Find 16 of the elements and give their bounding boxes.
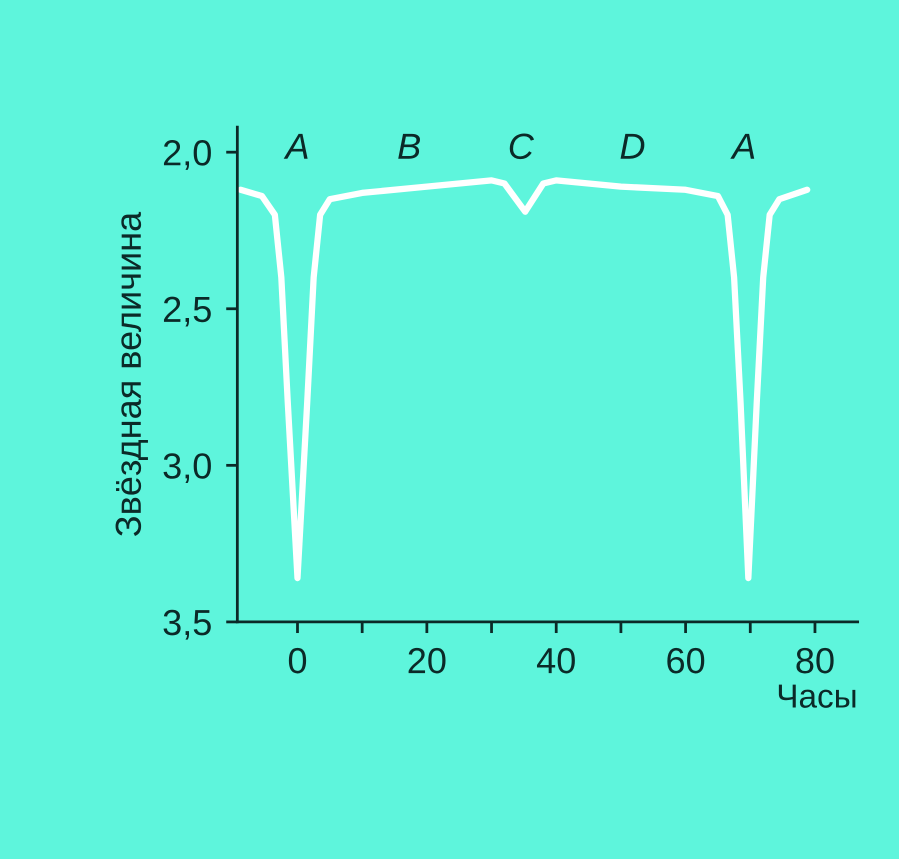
annotation: B <box>398 134 420 159</box>
x-tick-label: 60 <box>667 648 704 674</box>
y-tick-label: 2,0 <box>164 140 211 170</box>
annotation: A <box>730 134 754 159</box>
x-tick-label: 20 <box>408 648 446 674</box>
annotation: D <box>620 134 644 159</box>
x-tick-label: 0 <box>288 648 306 674</box>
y-tick-label: 3,5 <box>164 610 211 640</box>
x-tick-label: 40 <box>536 648 575 674</box>
x-tick-label: 80 <box>796 648 834 674</box>
annotation: A <box>284 134 308 159</box>
x-axis-title: Часы <box>778 684 856 708</box>
y-tick-label: 3,0 <box>164 453 211 484</box>
y-axis-title: Звёздная величина <box>116 212 148 536</box>
annotation: C <box>510 134 534 160</box>
y-tick-label: 2,5 <box>164 296 211 326</box>
